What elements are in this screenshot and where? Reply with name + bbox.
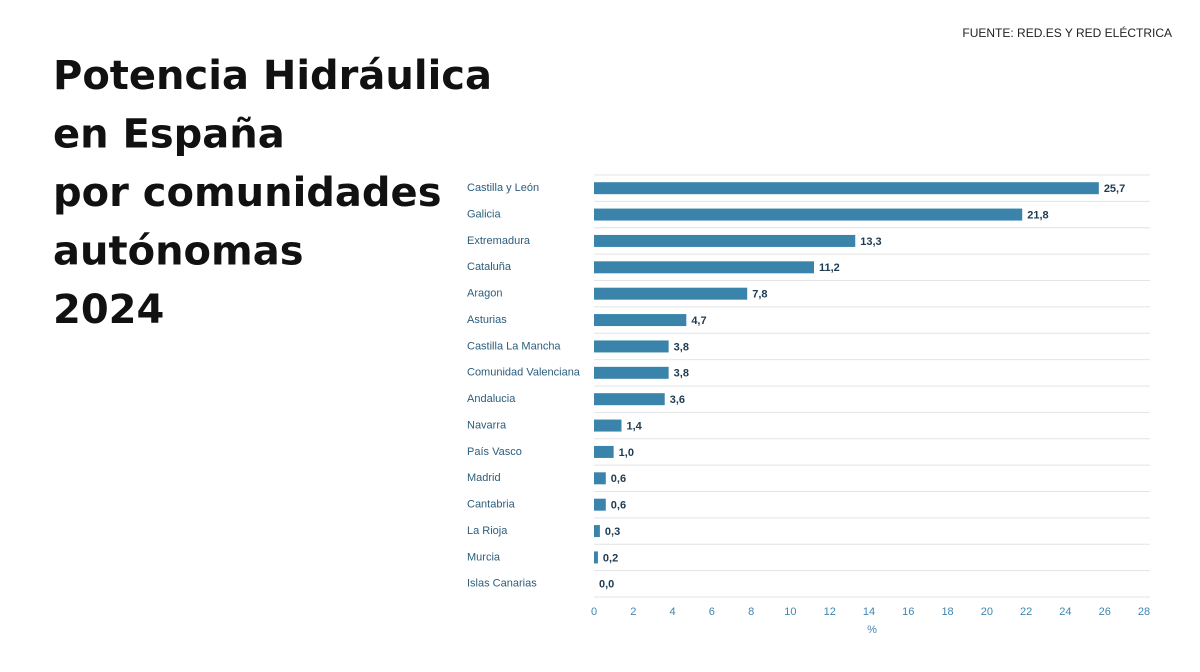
bar: [594, 445, 614, 458]
category-label: Extremadura: [467, 235, 531, 247]
x-tick-label: 22: [1020, 606, 1032, 618]
value-label: 25,7: [1104, 183, 1125, 195]
category-label: Islas Canarias: [467, 578, 537, 590]
category-label: Castilla La Mancha: [467, 340, 561, 352]
x-tick-label: 26: [1099, 606, 1111, 618]
value-label: 1,0: [619, 447, 634, 459]
bar: [594, 340, 669, 353]
value-label: 0,2: [603, 552, 618, 564]
x-tick-label: 14: [863, 606, 875, 618]
x-tick-label: 6: [709, 606, 715, 618]
source: FUENTE: RED.ES Y RED ELÉCTRICA: [962, 25, 1172, 40]
value-label: 11,2: [819, 262, 840, 274]
value-label: 0,3: [605, 526, 620, 538]
category-label: Castilla y León: [467, 182, 539, 194]
category-label: Murcia: [467, 551, 501, 563]
bar: [594, 208, 1023, 221]
value-label: 21,8: [1027, 209, 1048, 221]
category-label: Comunidad Valenciana: [467, 367, 581, 379]
category-label: Galicia: [467, 208, 502, 220]
value-label: 0,0: [599, 579, 614, 591]
bar: [594, 472, 606, 485]
value-label: 0,6: [611, 473, 626, 485]
chart-title: 2024: [53, 287, 164, 333]
chart-title: en España: [53, 112, 285, 158]
category-label: País Vasco: [467, 446, 522, 458]
x-tick-label: 12: [824, 606, 836, 618]
value-label: 7,8: [752, 289, 767, 301]
chart-title: autónomas: [53, 229, 304, 275]
category-label: Aragon: [467, 288, 502, 300]
x-tick-label: 8: [748, 606, 754, 618]
bar: [594, 498, 606, 511]
value-label: 0,6: [611, 500, 626, 512]
x-tick-label: 18: [941, 606, 953, 618]
x-tick-label: 24: [1059, 606, 1071, 618]
category-label: Asturias: [467, 314, 507, 326]
value-label: 3,8: [674, 368, 689, 380]
x-tick-label: 2: [630, 606, 636, 618]
category-label: Cantabria: [467, 499, 516, 511]
bar: [594, 234, 856, 247]
bar: [594, 525, 600, 538]
category-label: Navarra: [467, 419, 507, 431]
value-label: 4,7: [691, 315, 706, 327]
category-label: Madrid: [467, 472, 501, 484]
x-tick-label: 10: [784, 606, 796, 618]
category-label: Andalucia: [467, 393, 516, 405]
value-label: 3,8: [674, 341, 689, 353]
bar: [594, 314, 687, 327]
chart-title: Potencia Hidráulica: [53, 53, 492, 99]
value-label: 13,3: [860, 236, 881, 248]
chart-title: por comunidades: [53, 170, 442, 216]
x-tick-label: 20: [981, 606, 993, 618]
x-tick-label: 4: [670, 606, 676, 618]
bar: [594, 366, 669, 379]
x-tick-label: 28: [1138, 606, 1150, 618]
bar: [594, 419, 622, 432]
x-tick-label: 0: [591, 606, 597, 618]
value-label: 1,4: [627, 420, 643, 432]
category-label: La Rioja: [467, 525, 508, 537]
value-label: 3,6: [670, 394, 685, 406]
bar: [594, 393, 665, 406]
bar: [594, 261, 814, 274]
bar: [594, 182, 1099, 195]
bar: [594, 287, 748, 300]
bar: [594, 551, 598, 564]
category-label: Cataluña: [467, 261, 512, 273]
x-axis-label: %: [867, 624, 877, 636]
x-tick-label: 16: [902, 606, 914, 618]
